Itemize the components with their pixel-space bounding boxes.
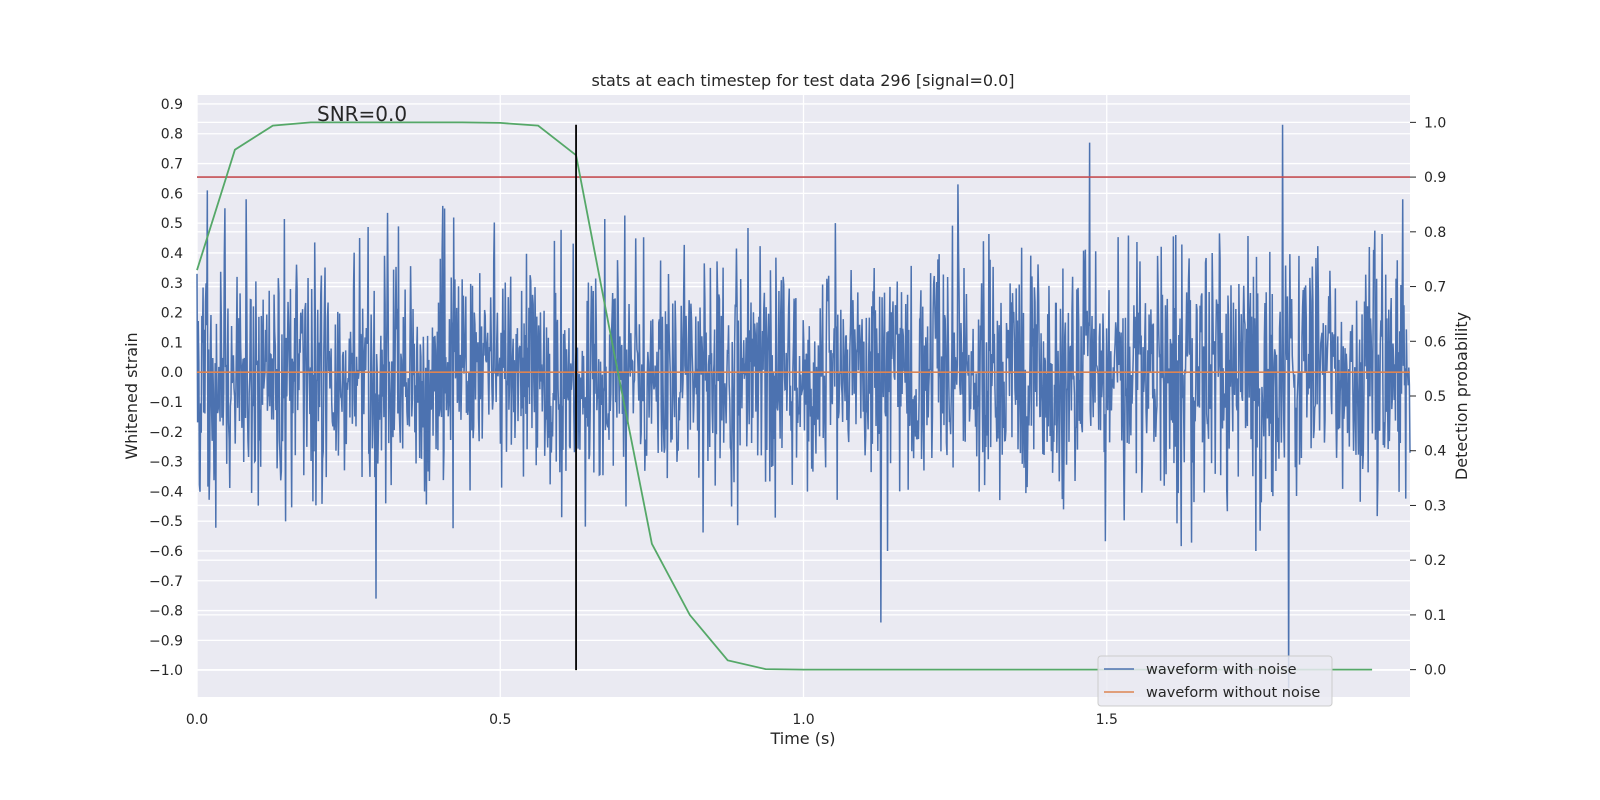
y2-tick-label: 0.2 xyxy=(1424,553,1446,569)
y-tick-label: 0.8 xyxy=(161,127,183,143)
y-tick-label: 0.7 xyxy=(161,157,183,173)
y-axis-label: Whitened strain xyxy=(122,332,141,459)
series-waveform-with-noise xyxy=(196,124,1411,689)
legend: waveform with noise waveform without noi… xyxy=(1097,655,1333,707)
x-tick-label: 0.5 xyxy=(489,712,511,728)
snr-annotation: SNR=0.0 xyxy=(317,102,407,126)
legend-label-waveform-without-noise: waveform without noise xyxy=(1146,685,1320,701)
legend-label-waveform-with-noise: waveform with noise xyxy=(1146,662,1297,678)
y-tick-label: 0.1 xyxy=(161,335,183,351)
y-tick-label: −0.2 xyxy=(149,425,183,441)
x-tick-label: 1.0 xyxy=(792,712,814,728)
y-tick-label: −0.5 xyxy=(149,514,183,530)
x-axis-ticks: 0.0 0.5 1.0 1.5 xyxy=(186,712,1118,728)
y2-tick-label: 0.8 xyxy=(1424,225,1446,241)
y-tick-label: 0.4 xyxy=(161,246,183,262)
x-tick-label: 0.0 xyxy=(186,712,208,728)
y2-tick-label: 1.0 xyxy=(1424,115,1446,131)
y-tick-label: −0.1 xyxy=(149,395,183,411)
right-axis-ticks: 0.0 0.1 0.2 0.3 0.4 0.5 0.6 0.7 0.8 0.9 1.0 xyxy=(1410,115,1446,679)
y-tick-label: 0.0 xyxy=(161,365,183,381)
y-tick-label: 0.3 xyxy=(161,276,183,292)
y-tick-label: −1.0 xyxy=(149,663,183,679)
series-layer xyxy=(196,121,1411,689)
y2-tick-label: 0.1 xyxy=(1424,608,1446,624)
y-tick-label: −0.7 xyxy=(149,574,183,590)
y-tick-label: 0.6 xyxy=(161,186,183,202)
y-tick-label: 0.2 xyxy=(161,306,183,322)
y-tick-label: −0.4 xyxy=(149,484,183,500)
y-tick-label: −0.3 xyxy=(149,455,183,471)
y-tick-label: −0.9 xyxy=(149,633,183,649)
chart-title: stats at each timestep for test data 296… xyxy=(591,71,1014,90)
y2-tick-label: 0.9 xyxy=(1424,170,1446,186)
y2-tick-label: 0.3 xyxy=(1424,498,1446,514)
y2-axis-label: Detection probability xyxy=(1452,312,1471,480)
legend-box xyxy=(1097,655,1333,707)
y-tick-label: 0.5 xyxy=(161,216,183,232)
y2-tick-label: 0.0 xyxy=(1424,663,1446,679)
left-axis-ticks: 0.9 0.8 0.7 0.6 0.5 0.4 0.3 0.2 0.1 0.0 −0.1 −0.2 −0… xyxy=(149,97,183,679)
x-axis-label: Time (s) xyxy=(769,729,835,748)
y-tick-label: −0.6 xyxy=(149,544,183,560)
y-tick-label: 0.9 xyxy=(161,97,183,113)
y2-tick-label: 0.7 xyxy=(1424,280,1446,296)
y2-tick-label: 0.5 xyxy=(1424,389,1446,405)
y-tick-label: −0.8 xyxy=(149,604,183,620)
y2-tick-label: 0.4 xyxy=(1424,444,1446,460)
y2-tick-label: 0.6 xyxy=(1424,334,1446,350)
x-tick-label: 1.5 xyxy=(1096,712,1118,728)
